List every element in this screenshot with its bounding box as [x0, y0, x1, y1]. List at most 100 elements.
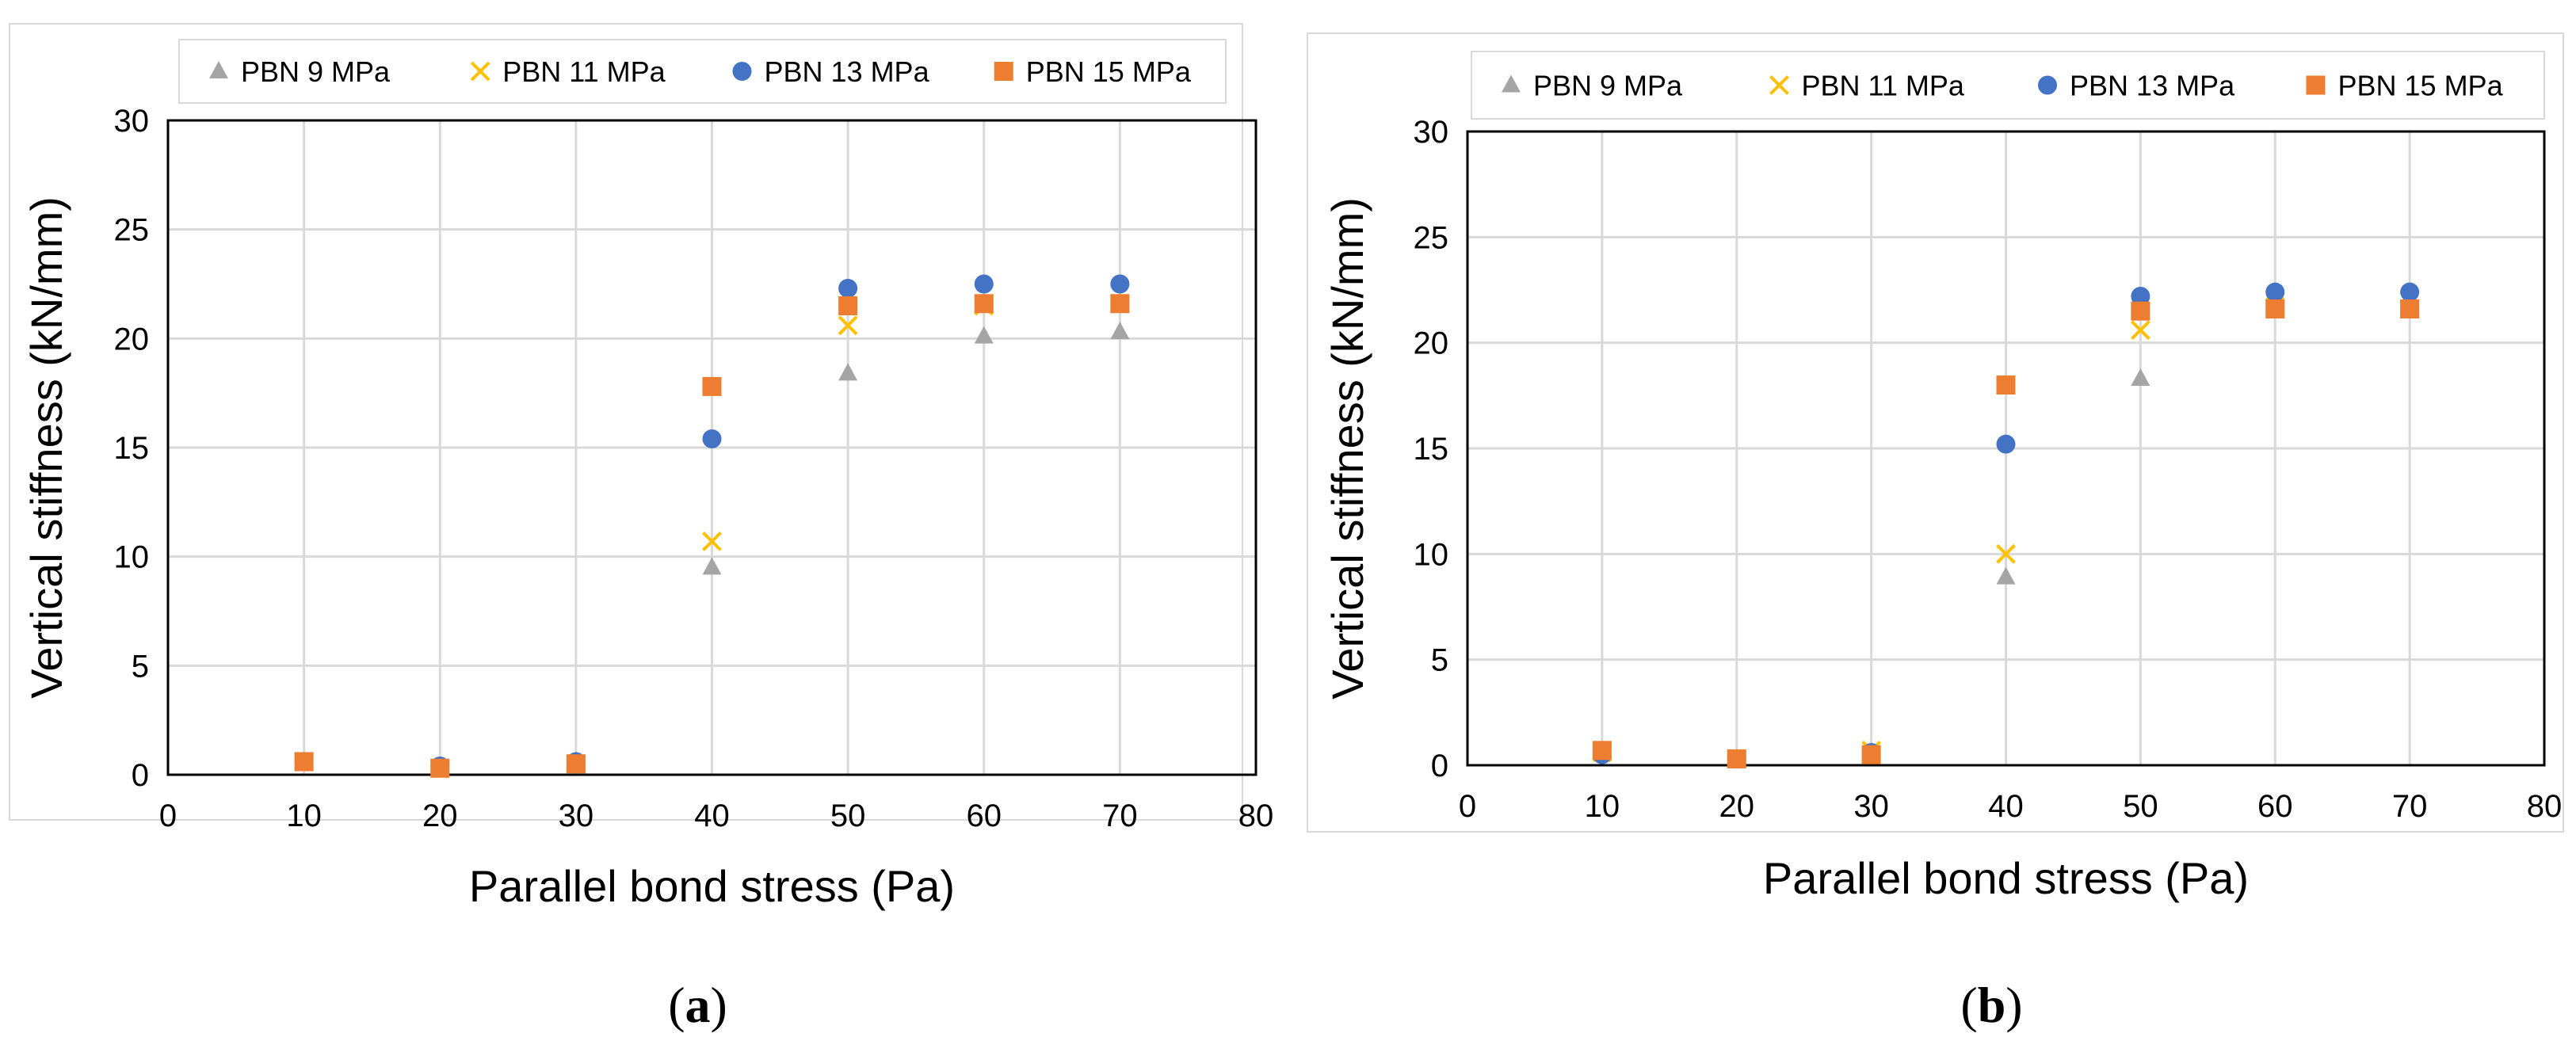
chart-frame [1307, 32, 2564, 833]
legend-label: PBN 13 MPa [765, 55, 930, 88]
legend-label: PBN 15 MPa [1026, 55, 1192, 88]
legend-marker [2038, 75, 2057, 95]
data-point [1996, 375, 2016, 394]
data-point [974, 274, 994, 294]
caption-paren-close: ) [2005, 977, 2022, 1033]
x-stroke [1769, 75, 1789, 95]
chart-panel-a: 0 10 20 30 40 50 60 70 80 0 5 10 15 20 25 30 Parallel bo… [9, 23, 1273, 1033]
caption-paren-open: ( [1960, 977, 1977, 1033]
caption-label: b [1978, 977, 2006, 1033]
data-point [838, 315, 858, 336]
data-point [566, 754, 586, 774]
data-point [702, 376, 722, 396]
x-tick-label: 40 [1988, 789, 2024, 824]
data-point [2265, 282, 2285, 302]
x-tick-label: 30 [1853, 789, 1889, 824]
data-point [1110, 294, 1130, 314]
legend-label: PBN 15 MPa [2338, 70, 2504, 102]
data-point [1592, 741, 1612, 760]
data-point [2131, 301, 2150, 321]
legend-marker [1502, 74, 1521, 93]
x-tick-label: 20 [1719, 789, 1755, 824]
y-tick-label: 30 [114, 104, 150, 139]
y-tick-label: 20 [1414, 326, 1449, 361]
data-point [1996, 434, 2016, 454]
x-tick-label: 10 [1585, 789, 1620, 824]
legend-entry: PBN 11 MPa [470, 55, 666, 88]
data-point [838, 296, 858, 316]
x-stroke [702, 531, 722, 551]
y-tick-label: 5 [132, 649, 149, 684]
data-point [1996, 543, 2016, 564]
x-stroke [2130, 320, 2150, 341]
y-tick-label: 10 [1414, 537, 1449, 572]
x-tick-label: 30 [559, 799, 594, 833]
legend-label: PBN 11 MPa [1802, 70, 1965, 102]
series-pbn-15-mpa [1592, 299, 2420, 768]
legend-box [1471, 51, 2545, 120]
data-point [702, 429, 722, 448]
chart-frame [9, 23, 1243, 821]
caption-label: a [685, 977, 711, 1033]
x-tick-label: 10 [286, 799, 322, 833]
y-tick-label: 5 [1431, 643, 1448, 678]
data-point [702, 531, 722, 551]
x-stroke [470, 61, 490, 82]
y-tick-label: 0 [1431, 749, 1448, 783]
legend-marker [994, 62, 1013, 81]
data-point [1861, 745, 1881, 764]
y-tick-label: 15 [1414, 432, 1449, 467]
y-tick-label: 0 [132, 758, 149, 793]
data-point [2400, 282, 2420, 302]
legend-box [178, 39, 1227, 104]
y-tick-label: 25 [1414, 220, 1449, 255]
x-tick-label: 0 [1459, 789, 1476, 824]
data-point [974, 326, 994, 344]
legend-entry: PBN 13 MPa [2038, 70, 2235, 102]
x-tick-label: 70 [2392, 789, 2428, 824]
data-point [1727, 749, 1746, 768]
legend-marker [209, 61, 228, 78]
x-stroke [1996, 543, 2016, 564]
panel-caption: (a) [668, 977, 727, 1033]
y-tick-label: 25 [114, 213, 150, 248]
caption-paren-close: ) [711, 977, 727, 1033]
data-point [2131, 287, 2150, 306]
legend-entry: PBN 9 MPa [1502, 70, 1683, 102]
data-point [2131, 368, 2150, 386]
chart-panel-b: 0 10 20 30 40 50 60 70 80 0 5 10 15 20 25 30 Parallel bo… [1307, 32, 2564, 1033]
x-axis-title: Parallel bond stress (Pa) [1763, 853, 2249, 903]
panel-caption: (b) [1960, 977, 2022, 1033]
legend-marker [2306, 75, 2326, 95]
data-point [838, 363, 858, 381]
legend-label: PBN 13 MPa [2070, 70, 2235, 102]
legend-marker [732, 62, 752, 81]
x-axis-title: Parallel bond stress (Pa) [469, 861, 955, 911]
y-tick-label: 10 [114, 540, 150, 575]
legend-label: PBN 11 MPa [502, 55, 666, 88]
x-stroke [838, 315, 858, 336]
x-tick-label: 60 [2257, 789, 2293, 824]
legend-entry: PBN 15 MPa [994, 55, 1192, 88]
caption-paren-open: ( [668, 977, 685, 1033]
x-tick-label: 20 [422, 799, 458, 833]
legend-entry: PBN 15 MPa [2306, 70, 2504, 102]
plot-area-border [1466, 130, 2546, 767]
data-point [430, 758, 450, 778]
data-point [2265, 299, 2285, 318]
data-point [1996, 566, 2016, 585]
data-point [1110, 274, 1130, 294]
y-tick-label: 30 [1414, 115, 1449, 150]
data-point [974, 294, 994, 314]
legend-label: PBN 9 MPa [241, 55, 391, 88]
legend-marker [1769, 75, 1789, 95]
x-tick-label: 80 [2527, 789, 2563, 824]
x-tick-label: 50 [830, 799, 866, 833]
data-point [702, 557, 722, 575]
y-axis-title: Vertical stiffness (kN/mm) [21, 196, 71, 699]
data-point [1110, 322, 1130, 340]
plot-area-border [166, 119, 1257, 776]
series-pbn-15-mpa [294, 294, 1130, 778]
x-tick-label: 40 [694, 799, 730, 833]
